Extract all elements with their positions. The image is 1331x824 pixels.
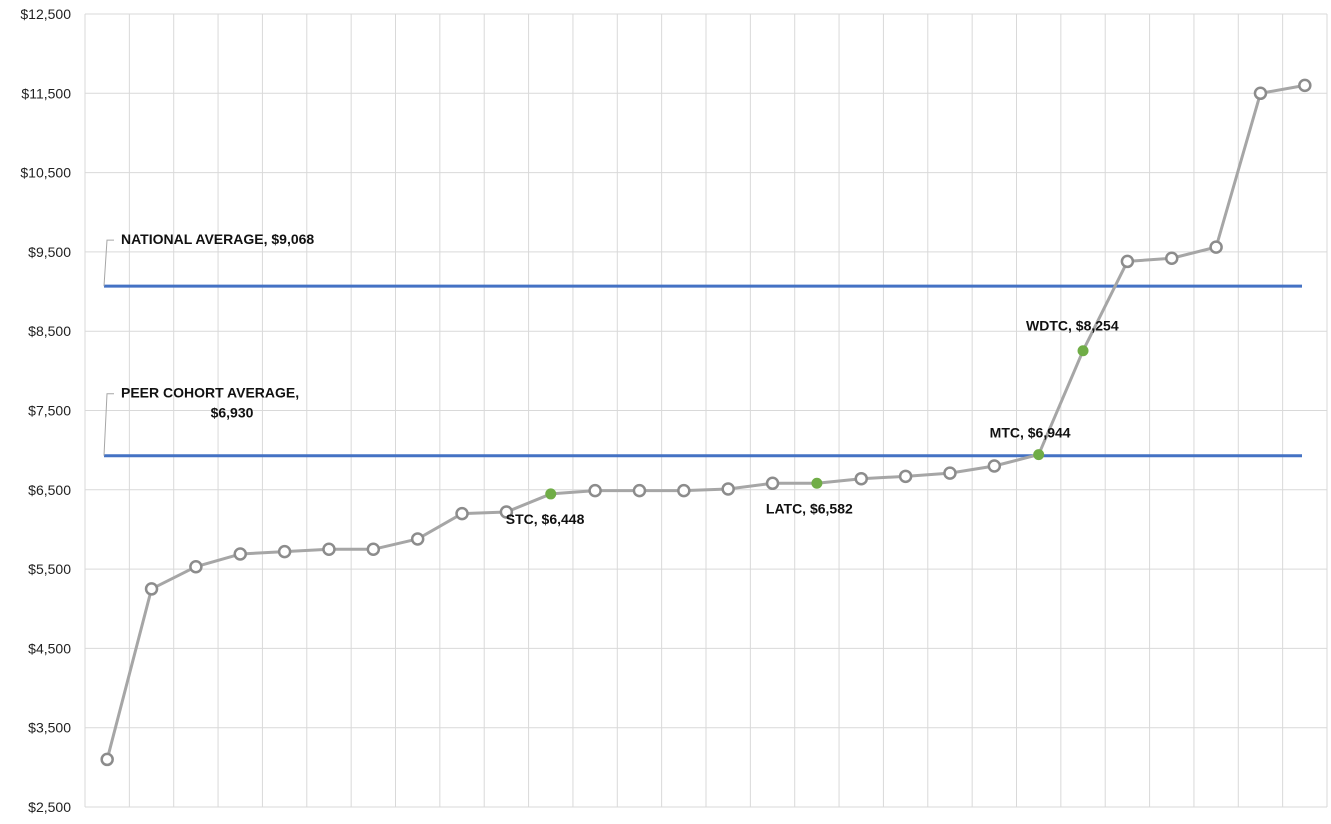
y-tick-label: $9,500 bbox=[28, 244, 71, 260]
y-tick-label: $6,500 bbox=[28, 482, 71, 498]
data-point bbox=[499, 505, 514, 519]
annotations: STC, $6,448 LATC, $6,582 MTC, $6,944 WDTC, … bbox=[506, 318, 1119, 527]
data-point bbox=[1165, 251, 1179, 265]
y-tick-label: $2,500 bbox=[28, 799, 71, 815]
data-label: WDTC, $8,254 bbox=[1026, 318, 1119, 334]
data-point bbox=[854, 471, 868, 486]
data-label: MTC, $6,944 bbox=[990, 425, 1071, 441]
data-point bbox=[632, 483, 647, 498]
y-tick-label: $4,500 bbox=[28, 640, 71, 656]
reference-line-label: $6,930 bbox=[211, 405, 254, 421]
data-point bbox=[898, 469, 913, 484]
data-point bbox=[721, 482, 735, 496]
highlighted-data-point bbox=[811, 477, 823, 489]
data-point bbox=[144, 582, 159, 596]
data-point bbox=[1209, 240, 1223, 254]
reference-label-leader bbox=[103, 393, 114, 456]
data-point bbox=[366, 542, 381, 557]
highlighted-data-point bbox=[1033, 449, 1045, 461]
y-tick-label: $7,500 bbox=[28, 403, 71, 419]
y-axis-tick-labels: $2,500 $3,500 $4,500 $5,500 $6,500 $7,500 $8,5… bbox=[20, 6, 71, 815]
data-points bbox=[100, 78, 1312, 767]
data-point bbox=[410, 532, 425, 546]
y-tick-label: $12,500 bbox=[20, 6, 71, 22]
data-label: LATC, $6,582 bbox=[766, 500, 853, 516]
data-point bbox=[1253, 86, 1268, 101]
gridlines bbox=[84, 13, 1328, 808]
series-line bbox=[105, 83, 1306, 760]
data-point bbox=[765, 476, 780, 491]
data-point bbox=[1298, 78, 1312, 93]
y-tick-label: $5,500 bbox=[28, 561, 71, 577]
data-point bbox=[100, 752, 114, 767]
y-tick-label: $10,500 bbox=[20, 165, 71, 181]
series-line bbox=[105, 83, 1306, 760]
highlighted-data-point bbox=[545, 488, 557, 500]
y-tick-label: $11,500 bbox=[21, 85, 71, 101]
reference-line-label: NATIONAL AVERAGE, $9,068 bbox=[121, 231, 314, 247]
data-point bbox=[677, 483, 691, 498]
data-point bbox=[233, 547, 247, 561]
y-tick-label: $3,500 bbox=[28, 720, 71, 736]
data-label: STC, $6,448 bbox=[506, 511, 585, 527]
data-point bbox=[588, 483, 602, 498]
data-point bbox=[455, 506, 469, 521]
reference-lines: NATIONAL AVERAGE, $9,068 PEER COHORT AVER… bbox=[103, 231, 1302, 458]
data-point bbox=[987, 459, 1002, 473]
reference-label-leader bbox=[103, 239, 114, 287]
data-point bbox=[943, 466, 957, 480]
y-tick-label: $8,500 bbox=[28, 323, 71, 339]
data-point bbox=[277, 544, 292, 559]
reference-line-label: PEER COHORT AVERAGE, bbox=[121, 385, 299, 401]
data-point bbox=[1120, 254, 1135, 269]
data-point bbox=[322, 542, 336, 557]
highlighted-data-point bbox=[1077, 345, 1089, 357]
data-point bbox=[189, 559, 203, 574]
